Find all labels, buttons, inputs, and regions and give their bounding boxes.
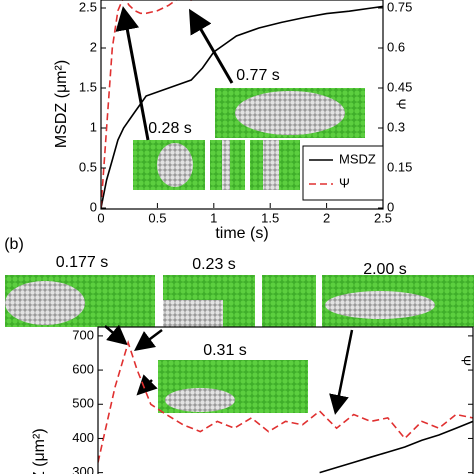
x-tick-label: 0.5 bbox=[148, 210, 166, 225]
y-tick-label: 0 bbox=[90, 199, 97, 214]
plot-frame bbox=[97, 326, 474, 474]
y-tick-label: 0.5 bbox=[79, 159, 97, 174]
y-tick-label: 300 bbox=[72, 464, 94, 474]
y-axis-label: DZ (μm²) bbox=[31, 428, 48, 474]
y-tick-label: 600 bbox=[72, 362, 94, 377]
annotation: 0.28 s bbox=[148, 120, 192, 137]
x-axis-label: time (s) bbox=[215, 225, 268, 242]
y-tick-label: 400 bbox=[72, 430, 94, 445]
x-tick-label: 1.5 bbox=[261, 210, 279, 225]
plot-frame bbox=[100, 0, 384, 210]
y-tick-label: 2.5 bbox=[79, 0, 97, 14]
panel-label: (b) bbox=[4, 236, 24, 253]
y2-tick-label: 0.6 bbox=[387, 39, 405, 54]
series-line bbox=[101, 0, 194, 208]
y-axis-label: MSDZ (μm²) bbox=[53, 60, 70, 148]
x-tick-label: 2.5 bbox=[374, 210, 392, 225]
series-line bbox=[98, 340, 473, 463]
annotation: 0.23 s bbox=[192, 256, 236, 273]
annotation: 0.77 s bbox=[236, 67, 280, 84]
legend-label: MSDZ bbox=[339, 151, 376, 166]
y2-axis-label: Ψ bbox=[459, 355, 474, 366]
y2-tick-label: 0.75 bbox=[387, 0, 412, 14]
annotation: 2.00 s bbox=[363, 261, 407, 278]
y2-axis-label: Ψ bbox=[394, 99, 409, 110]
y2-tick-label: 0.45 bbox=[387, 79, 412, 94]
y-tick-label: 1.5 bbox=[79, 79, 97, 94]
annotation: 0.31 s bbox=[203, 342, 247, 359]
y-tick-label: 1 bbox=[90, 119, 97, 134]
arrows bbox=[104, 6, 354, 415]
y-tick-label: 2 bbox=[90, 39, 97, 54]
series-line bbox=[101, 5, 383, 208]
legend-box bbox=[302, 145, 384, 201]
x-tick-label: 1 bbox=[210, 210, 217, 225]
legend-label: Ψ bbox=[339, 175, 350, 190]
x-tick-label: 2 bbox=[323, 210, 330, 225]
y2-tick-label: 0.3 bbox=[387, 119, 405, 134]
annotation: 0.177 s bbox=[56, 254, 108, 271]
y-tick-label: 700 bbox=[72, 327, 94, 342]
y2-tick-label: 0.15 bbox=[387, 159, 412, 174]
y-tick-label: 500 bbox=[72, 396, 94, 411]
simulation-snapshots bbox=[5, 88, 474, 413]
x-tick-label: 0 bbox=[97, 210, 104, 225]
y2-tick-label: 0 bbox=[387, 199, 394, 214]
series-line bbox=[319, 420, 473, 474]
